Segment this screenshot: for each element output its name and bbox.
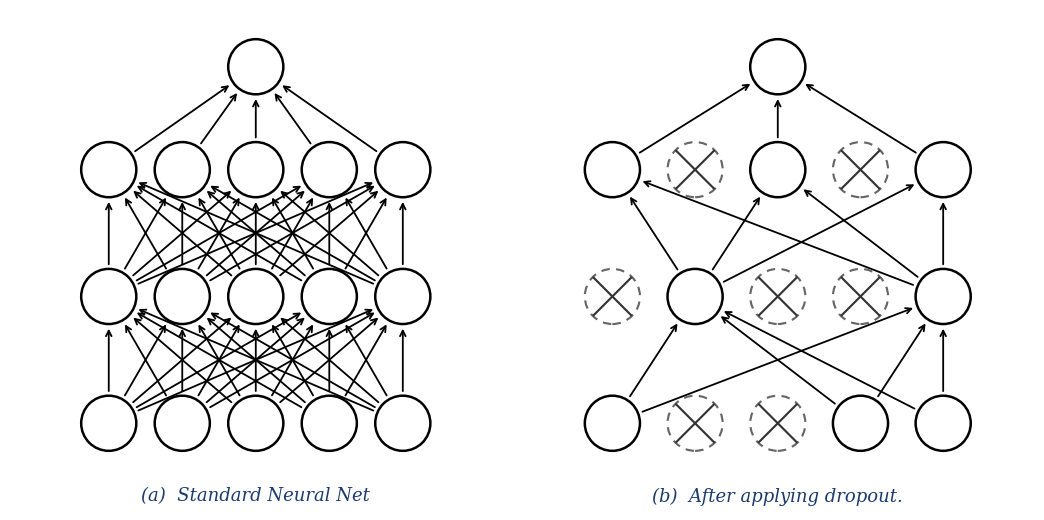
Circle shape (81, 396, 137, 451)
Circle shape (375, 269, 430, 324)
Text: (a)  Standard Neural Net: (a) Standard Neural Net (141, 488, 371, 505)
Circle shape (302, 142, 357, 197)
Circle shape (916, 396, 971, 451)
Circle shape (155, 269, 210, 324)
Circle shape (751, 396, 805, 451)
Circle shape (916, 142, 971, 197)
Circle shape (751, 39, 805, 94)
Circle shape (229, 142, 283, 197)
Circle shape (667, 396, 722, 451)
Circle shape (833, 142, 888, 197)
Circle shape (302, 396, 357, 451)
Circle shape (833, 269, 888, 324)
Circle shape (81, 269, 137, 324)
Circle shape (155, 396, 210, 451)
Circle shape (667, 142, 722, 197)
Circle shape (585, 142, 640, 197)
Circle shape (229, 269, 283, 324)
Text: (b)  After applying dropout.: (b) After applying dropout. (652, 488, 903, 506)
Circle shape (833, 396, 888, 451)
Circle shape (81, 142, 137, 197)
Circle shape (375, 396, 430, 451)
Circle shape (585, 269, 640, 324)
Circle shape (375, 142, 430, 197)
Circle shape (302, 269, 357, 324)
Circle shape (751, 142, 805, 197)
Circle shape (667, 269, 722, 324)
Circle shape (229, 39, 283, 94)
Circle shape (585, 396, 640, 451)
Circle shape (916, 269, 971, 324)
Circle shape (751, 269, 805, 324)
Circle shape (155, 142, 210, 197)
Circle shape (229, 396, 283, 451)
